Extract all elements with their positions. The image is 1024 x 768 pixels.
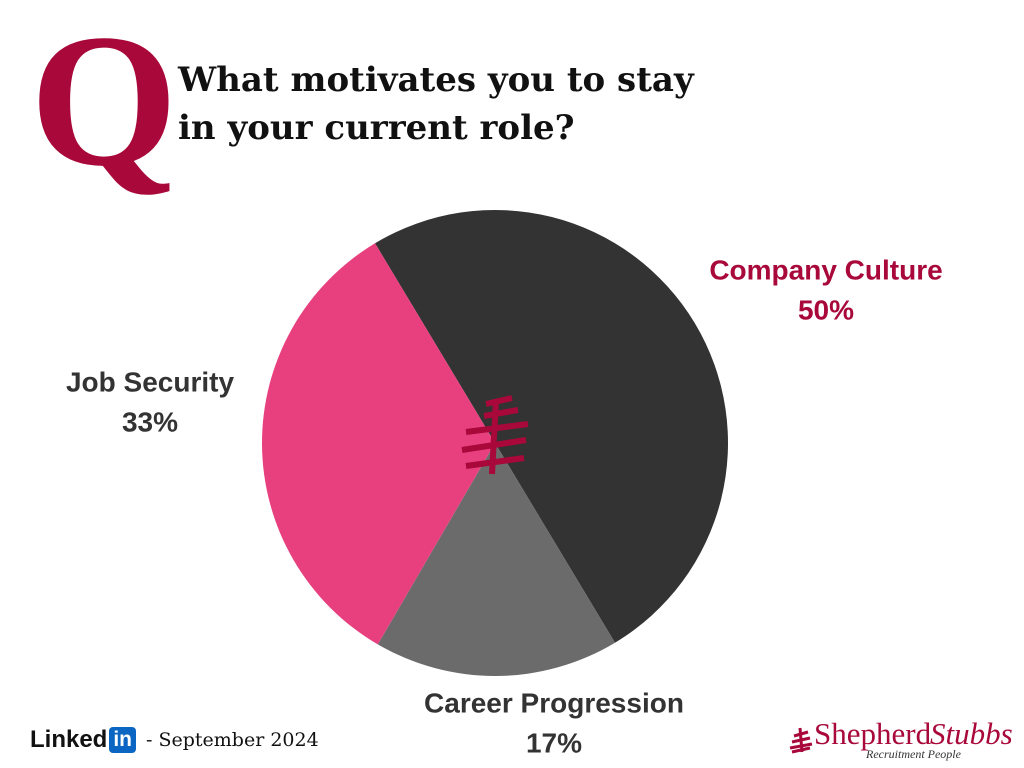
emblem-stroke: [489, 399, 499, 475]
emblem-stroke: [485, 395, 513, 407]
logo-icon: [789, 727, 813, 754]
logo-tagline: Recruitment People: [866, 747, 961, 761]
logo-name: Stubbs: [930, 716, 1013, 751]
logo-name: Shepherd: [814, 716, 932, 751]
linkedin-badge: in: [109, 727, 137, 753]
linkedin-word: Linked: [30, 726, 108, 753]
pie-slice: [261, 243, 495, 645]
value-label: 17%: [526, 727, 582, 758]
center-emblem: [461, 395, 529, 475]
value-label: 33%: [122, 406, 178, 437]
pie-slice: [377, 443, 616, 676]
logo: Shepherd Stubbs Recruitment People: [784, 716, 1024, 766]
chart-title: What motivates you to stay in your curre…: [178, 60, 694, 148]
emblem-stroke: [483, 407, 519, 419]
category-label: Job Security: [66, 366, 234, 397]
value-label: 50%: [798, 294, 854, 325]
category-label: Company Culture: [709, 254, 942, 285]
date: - September 2024: [146, 729, 319, 751]
q-badge: Q: [30, 0, 178, 206]
footer: Linked in - September 2024: [30, 726, 319, 754]
pie-slice: [374, 209, 728, 643]
category-label: Career Progression: [424, 687, 684, 718]
